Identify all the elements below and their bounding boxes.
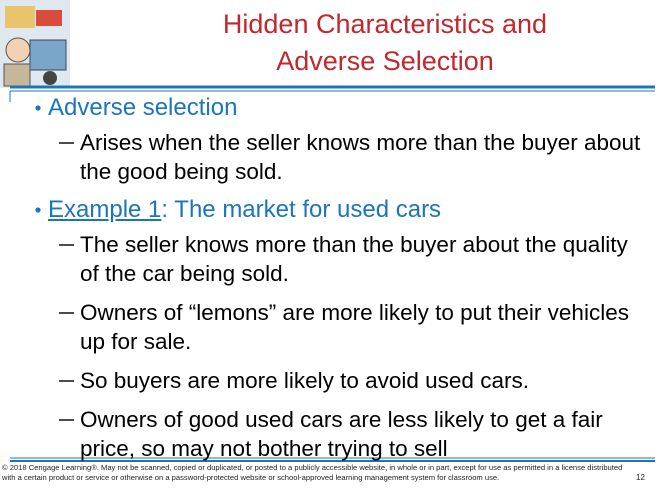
sub-bullet: Owners of “lemons” are more likely to pu… (80, 298, 652, 356)
bullet-marker (35, 207, 40, 212)
sub-bullet: Owners of good used cars are less likely… (80, 405, 652, 463)
bullet: Adverse selection (48, 94, 648, 122)
bullet-text: : The market for used cars (161, 196, 441, 223)
page-number: 12 (636, 473, 645, 482)
sub-bullet: Arises when the seller knows more than t… (80, 128, 652, 186)
copyright: © 2018 Cengage Learning®. May not be sca… (2, 463, 627, 490)
bullet: Example 1: The market for used cars (48, 196, 648, 224)
bullet-markers (35, 105, 74, 420)
bullet-marker (35, 105, 40, 110)
link[interactable]: Example 1 (48, 196, 161, 223)
sub-bullet: The seller knows more than the buyer abo… (80, 230, 652, 288)
bullet-text: Adverse selection (48, 94, 237, 121)
slide-title: Hidden Characteristics and Adverse Selec… (175, 6, 595, 80)
page: Hidden Characteristics and Adverse Selec… (0, 0, 664, 490)
sub-bullet: So buyers are more likely to avoid used … (80, 366, 652, 395)
cartoon (0, 0, 70, 88)
slide: Hidden Characteristics and Adverse Selec… (0, 0, 664, 490)
